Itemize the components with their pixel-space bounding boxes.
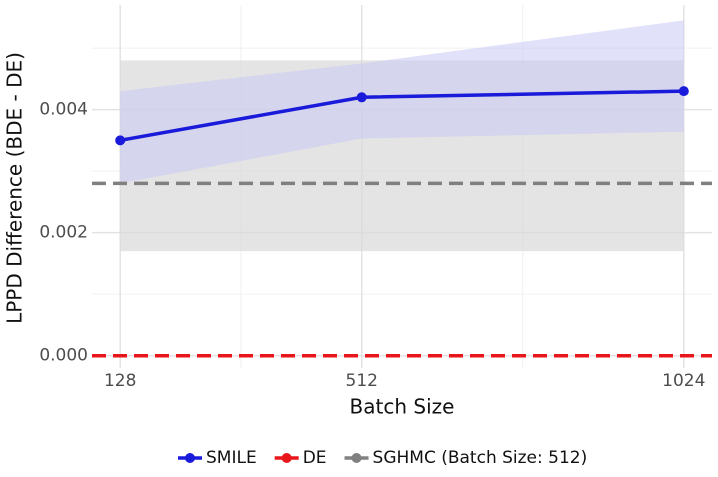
legend-marker [281, 453, 292, 463]
x-axis-title: Batch Size [350, 395, 455, 419]
legend-item: SGHMC (Batch Size: 512) [344, 448, 588, 468]
x-tick-label: 512 [346, 371, 378, 391]
data-point [115, 135, 126, 146]
data-point [678, 86, 689, 97]
y-tick-label: 0.004 [39, 100, 88, 120]
legend-item: DE [274, 448, 327, 468]
legend-marker [185, 453, 195, 463]
legend-marker [351, 453, 362, 463]
x-tick-label: 1024 [662, 371, 705, 391]
x-tick-label: 128 [104, 371, 136, 391]
y-tick-label: 0.000 [39, 346, 88, 366]
legend-item: SMILE [178, 448, 257, 468]
legend-label: DE [303, 448, 327, 468]
confidence-band [120, 20, 684, 184]
data-point [356, 92, 367, 103]
y-tick-label: 0.002 [39, 223, 88, 243]
y-axis-title: LPPD Difference (BDE - DE) [3, 52, 27, 324]
legend-label: SGHMC (Batch Size: 512) [373, 448, 588, 468]
legend-label: SMILE [206, 448, 257, 468]
